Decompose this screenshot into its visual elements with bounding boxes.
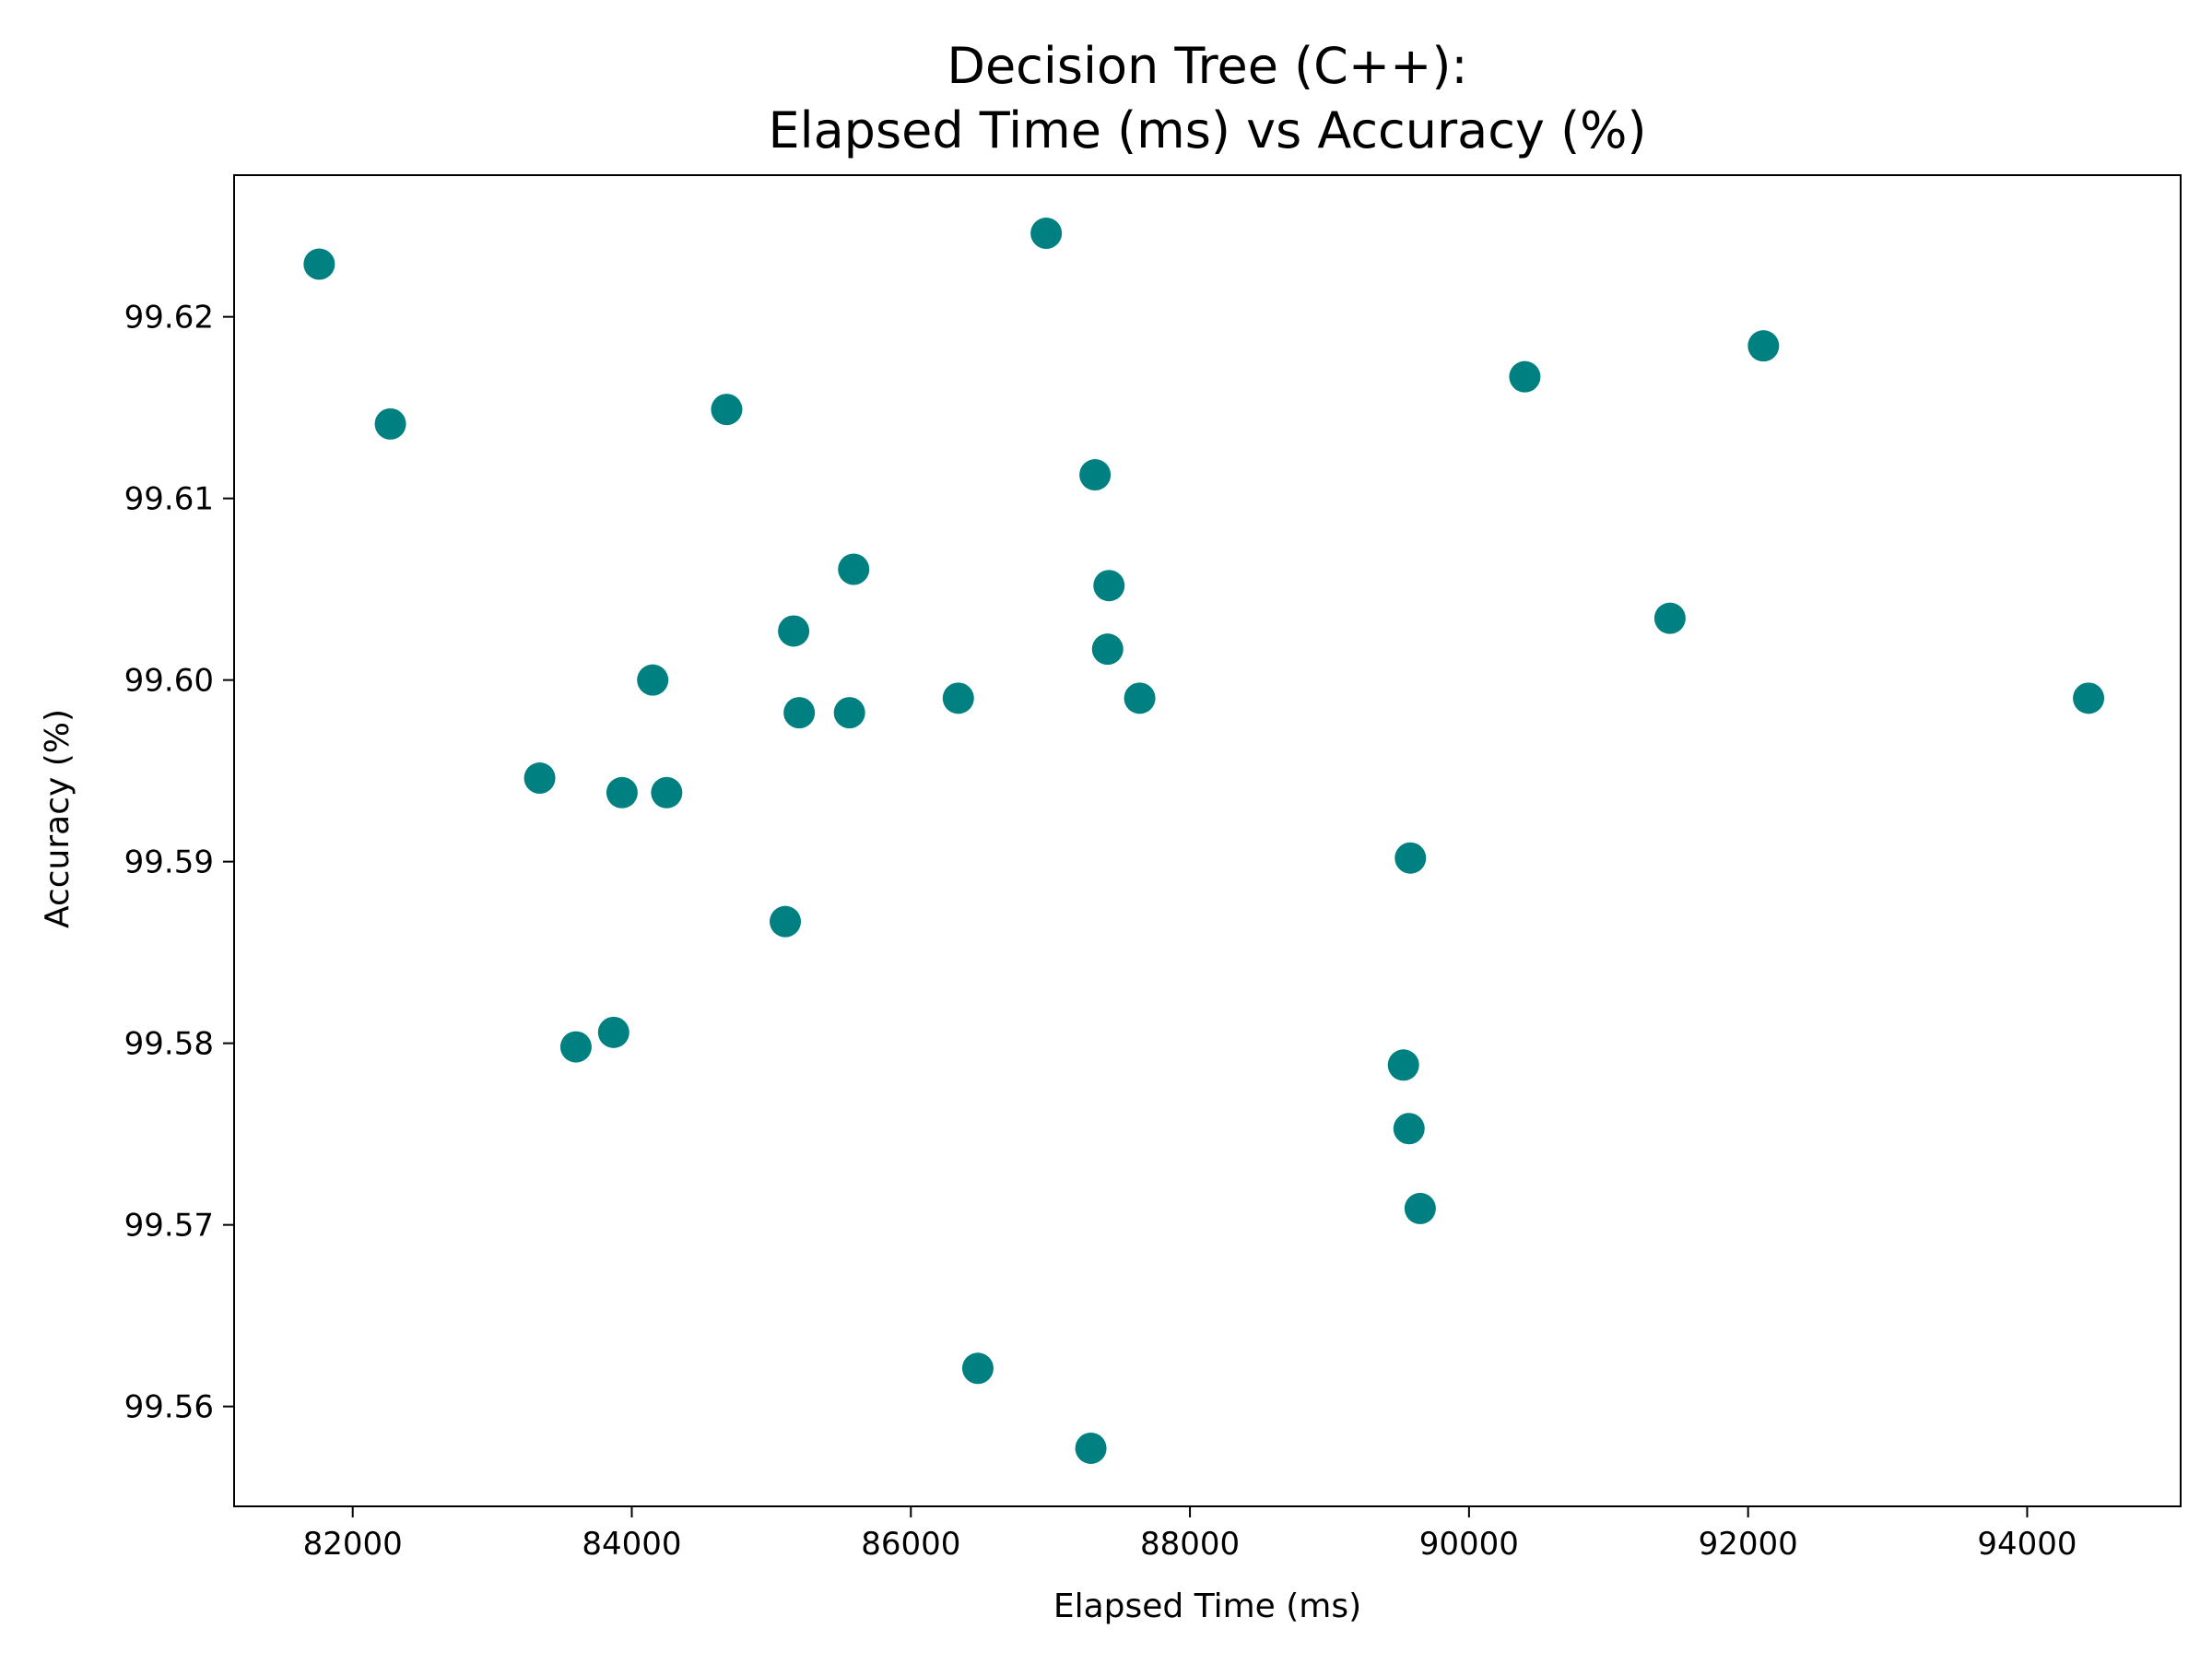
data-point (1393, 1113, 1425, 1145)
data-point (606, 776, 638, 808)
y-axis-ticks: 99.56 99.57 99.58 99.59 99.60 99.61 99.62 (124, 300, 234, 1426)
plot-area-frame (233, 174, 2182, 1507)
chart-title-line-1: Decision Tree (C++): (947, 37, 1467, 95)
data-point (778, 615, 810, 647)
y-tick-label: 99.61 (124, 481, 214, 518)
data-point (833, 697, 865, 729)
data-point (783, 697, 816, 729)
data-point (1093, 570, 1125, 602)
y-tick-label: 99.62 (124, 300, 214, 336)
data-point (303, 248, 335, 280)
data-point (1079, 459, 1112, 491)
data-point (961, 1352, 994, 1385)
data-point (1075, 1432, 1107, 1464)
data-point (597, 1016, 629, 1048)
data-point (1404, 1192, 1436, 1224)
chart-title-line-2: Elapsed Time (ms) vs Accuracy (%) (768, 101, 1646, 159)
data-point (942, 682, 974, 714)
data-point (524, 762, 556, 795)
data-point (1387, 1049, 1419, 1081)
x-tick-label: 86000 (861, 1526, 960, 1563)
data-points (303, 218, 2105, 1464)
data-point (559, 1031, 592, 1063)
y-tick-label: 99.58 (124, 1026, 214, 1063)
y-tick-label: 99.56 (124, 1389, 214, 1426)
data-point (1030, 218, 1063, 250)
x-tick-label: 94000 (1977, 1526, 2077, 1563)
x-tick-label: 82000 (303, 1526, 403, 1563)
data-point (637, 664, 669, 696)
data-point (2073, 682, 2105, 714)
y-tick-label: 99.59 (124, 844, 214, 881)
data-point (1747, 330, 1780, 362)
x-axis-ticks: 82000 84000 86000 88000 90000 92000 94000 (303, 1506, 2077, 1563)
data-point (374, 407, 406, 440)
data-point (711, 394, 743, 426)
x-tick-label: 84000 (582, 1526, 681, 1563)
x-tick-label: 92000 (1699, 1526, 1798, 1563)
data-point (838, 553, 870, 585)
data-point (651, 776, 683, 808)
y-tick-label: 99.57 (124, 1208, 214, 1245)
x-tick-label: 88000 (1140, 1526, 1240, 1563)
y-axis-label: Accuracy (%) (39, 709, 76, 928)
data-point (1091, 633, 1124, 666)
y-tick-label: 99.60 (124, 663, 214, 700)
data-point (1509, 360, 1541, 393)
x-axis-label: Elapsed Time (ms) (1053, 1587, 1361, 1625)
data-point (1653, 602, 1686, 634)
x-tick-label: 90000 (1419, 1526, 1519, 1563)
data-point (1394, 842, 1427, 874)
data-point (1124, 682, 1156, 714)
data-point (770, 905, 802, 938)
